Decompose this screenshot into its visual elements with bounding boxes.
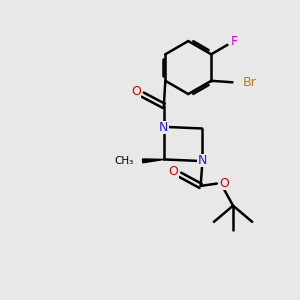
Polygon shape <box>142 159 164 163</box>
Text: O: O <box>169 165 178 178</box>
Text: O: O <box>219 177 229 190</box>
Text: N: N <box>159 121 169 134</box>
Text: N: N <box>197 154 207 167</box>
Text: F: F <box>231 35 238 48</box>
Text: CH₃: CH₃ <box>115 156 134 166</box>
Text: O: O <box>131 85 141 98</box>
Text: Br: Br <box>243 76 257 89</box>
